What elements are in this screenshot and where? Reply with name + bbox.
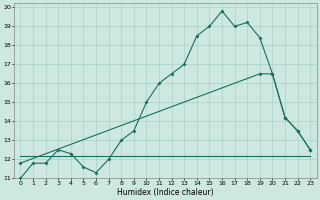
X-axis label: Humidex (Indice chaleur): Humidex (Indice chaleur) [117,188,214,197]
